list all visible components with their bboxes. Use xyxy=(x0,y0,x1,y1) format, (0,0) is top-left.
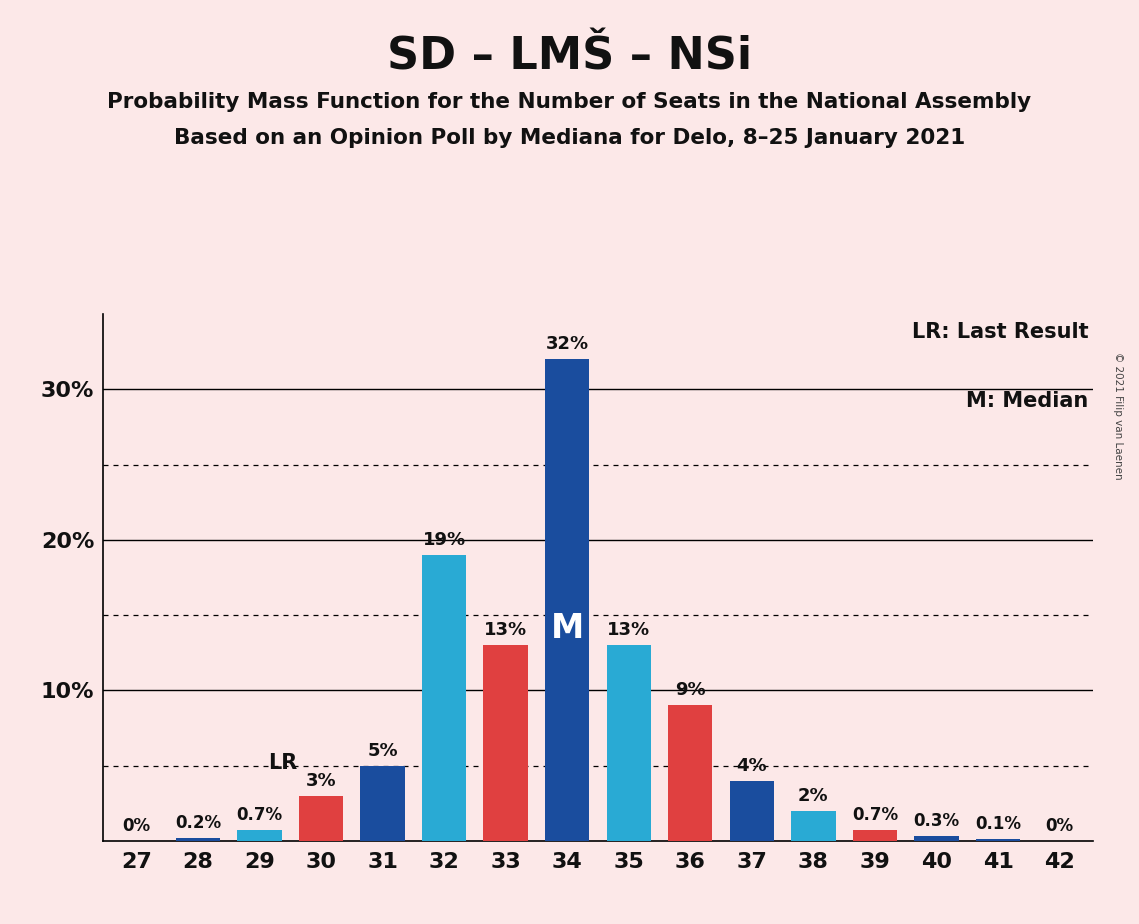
Text: 0%: 0% xyxy=(1046,817,1074,834)
Bar xyxy=(421,555,466,841)
Bar xyxy=(853,831,898,841)
Text: Based on an Opinion Poll by Mediana for Delo, 8–25 January 2021: Based on an Opinion Poll by Mediana for … xyxy=(174,128,965,148)
Text: 0%: 0% xyxy=(122,817,150,834)
Text: 3%: 3% xyxy=(305,772,336,790)
Bar xyxy=(546,359,589,841)
Bar xyxy=(669,705,713,841)
Text: © 2021 Filip van Laenen: © 2021 Filip van Laenen xyxy=(1114,352,1123,480)
Bar xyxy=(915,836,959,841)
Text: Probability Mass Function for the Number of Seats in the National Assembly: Probability Mass Function for the Number… xyxy=(107,92,1032,113)
Bar xyxy=(483,645,527,841)
Text: LR: Last Result: LR: Last Result xyxy=(912,322,1089,342)
Text: 13%: 13% xyxy=(484,621,527,639)
Text: 0.7%: 0.7% xyxy=(852,807,898,824)
Text: 0.2%: 0.2% xyxy=(175,814,221,832)
Text: M: M xyxy=(550,613,584,646)
Text: 0.1%: 0.1% xyxy=(975,815,1021,833)
Text: LR: LR xyxy=(268,753,297,773)
Text: 4%: 4% xyxy=(737,757,768,774)
Bar xyxy=(976,839,1021,841)
Bar xyxy=(792,810,836,841)
Bar xyxy=(360,766,404,841)
Text: M: Median: M: Median xyxy=(966,391,1089,410)
Text: 13%: 13% xyxy=(607,621,650,639)
Bar xyxy=(237,831,281,841)
Text: 32%: 32% xyxy=(546,335,589,353)
Text: 9%: 9% xyxy=(675,681,705,699)
Bar xyxy=(175,838,220,841)
Text: 0.3%: 0.3% xyxy=(913,812,959,831)
Text: 5%: 5% xyxy=(367,742,398,760)
Text: 0.7%: 0.7% xyxy=(237,807,282,824)
Text: 2%: 2% xyxy=(798,786,829,805)
Bar xyxy=(730,781,775,841)
Bar xyxy=(607,645,650,841)
Text: 19%: 19% xyxy=(423,531,466,549)
Text: SD – LMŠ – NSi: SD – LMŠ – NSi xyxy=(387,35,752,79)
Bar xyxy=(298,796,343,841)
